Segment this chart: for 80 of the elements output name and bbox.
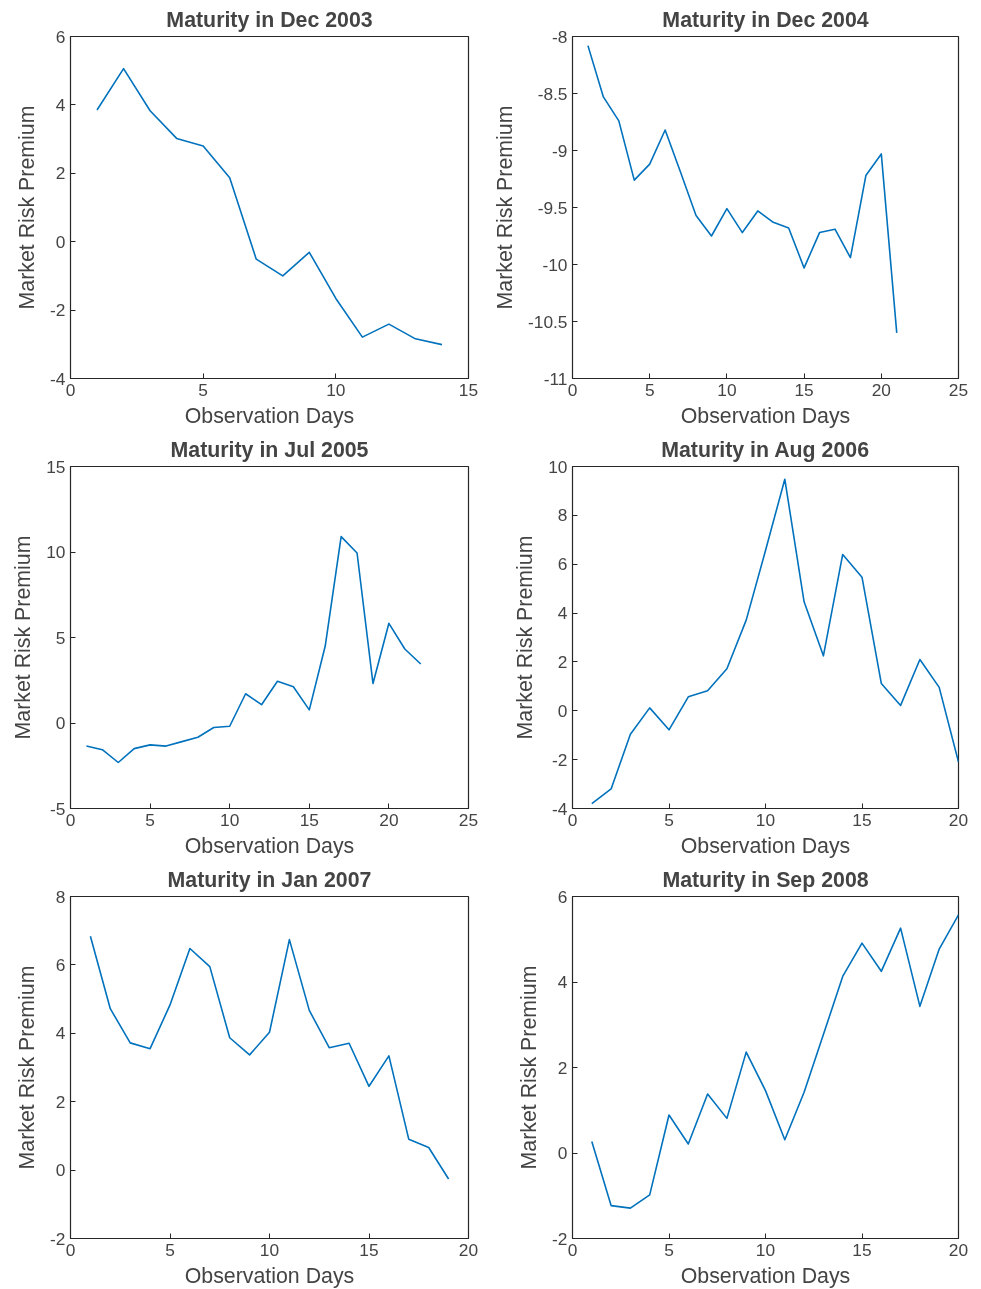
y-tick-label: -5 [50, 798, 66, 819]
y-tick-label: 0 [557, 700, 568, 721]
x-axis-title: Observation Days [184, 1263, 355, 1288]
y-tick-label: 4 [55, 1023, 66, 1044]
y-tick-label: 6 [55, 26, 66, 47]
x-axis-title: Observation Days [680, 1263, 851, 1288]
chart-title: Maturity in Aug 2006 [661, 437, 870, 462]
x-tick-label: 20 [458, 1239, 479, 1260]
y-tick-label: 0 [557, 1143, 568, 1163]
y-axis-title: Market Risk Premium [517, 965, 542, 1170]
y-tick-label: 0 [55, 231, 66, 252]
x-tick-label: 25 [948, 379, 969, 400]
y-axis-title: Market Risk Premium [15, 965, 40, 1170]
x-tick-label: 5 [165, 1239, 175, 1260]
x-tick-label: 5 [664, 1239, 674, 1260]
y-tick-label: -2 [552, 749, 568, 770]
y-tick-label: 0 [55, 713, 66, 733]
y-tick-label: 6 [55, 954, 66, 975]
chart-title: Maturity in Dec 2004 [662, 7, 869, 32]
y-tick-label: 8 [55, 886, 66, 907]
x-tick-label: 20 [948, 809, 969, 830]
y-axis-title: Market Risk Premium [15, 105, 40, 310]
x-tick-label: 15 [458, 379, 479, 400]
chart-title: Maturity in Jan 2007 [167, 867, 372, 892]
x-tick-label: 5 [664, 809, 674, 830]
chart-title: Maturity in Sep 2008 [662, 867, 869, 892]
chart-title: Maturity in Jul 2005 [170, 437, 369, 462]
y-tick-label: 6 [557, 886, 568, 907]
x-tick-label: 10 [755, 1239, 776, 1260]
y-tick-label: 15 [46, 456, 66, 477]
y-axis-title: Market Risk Premium [11, 535, 36, 740]
y-tick-label: -8 [552, 26, 568, 47]
y-tick-label: 6 [557, 554, 568, 575]
x-tick-label: 15 [359, 1239, 379, 1260]
x-tick-label: 15 [852, 1239, 872, 1260]
y-tick-label: 8 [557, 505, 568, 526]
x-tick-label: 15 [794, 379, 814, 400]
y-tick-label: 4 [557, 972, 568, 992]
x-tick-label: 25 [458, 809, 479, 830]
x-tick-label: 5 [198, 379, 208, 400]
y-tick-label: -8.5 [537, 83, 568, 104]
chart-title: Maturity in Dec 2003 [166, 7, 373, 32]
y-tick-label: -2 [552, 1228, 568, 1249]
y-tick-label: 2 [557, 1057, 568, 1078]
x-tick-label: 15 [852, 809, 872, 830]
y-tick-label: 2 [557, 651, 568, 672]
x-tick-label: 5 [644, 379, 655, 400]
y-tick-label: -9 [552, 140, 568, 161]
y-axis-title: Market Risk Premium [513, 535, 538, 740]
x-tick-label: 15 [299, 809, 319, 830]
y-tick-label: 2 [55, 1091, 66, 1112]
y-tick-label: -10.5 [528, 311, 568, 332]
y-tick-label: 10 [46, 542, 66, 562]
y-tick-label: -2 [50, 1228, 66, 1249]
y-tick-label: -9.5 [537, 197, 568, 218]
x-tick-label: 10 [326, 379, 346, 400]
x-tick-label: 5 [145, 809, 155, 830]
x-tick-label: 10 [717, 379, 737, 400]
x-tick-label: 20 [948, 1239, 969, 1260]
y-tick-label: -4 [50, 368, 66, 389]
y-tick-label: 10 [548, 456, 568, 477]
y-tick-label: 4 [55, 94, 66, 115]
x-tick-label: 10 [259, 1239, 280, 1260]
y-tick-label: 4 [557, 603, 568, 624]
y-tick-label: -2 [50, 300, 66, 321]
x-tick-label: 10 [220, 809, 240, 830]
x-tick-label: 20 [871, 379, 891, 400]
y-axis-title: Market Risk Premium [493, 105, 517, 310]
y-tick-label: 0 [55, 1160, 66, 1181]
x-axis-title: Observation Days [184, 833, 355, 858]
x-tick-label: 20 [379, 809, 399, 830]
y-tick-label: -11 [543, 368, 568, 389]
y-tick-label: 5 [55, 627, 66, 648]
y-tick-label: 2 [55, 163, 66, 184]
x-tick-label: 10 [755, 809, 776, 830]
x-axis-title: Observation Days [184, 403, 355, 428]
x-axis-title: Observation Days [680, 403, 851, 428]
y-tick-label: -4 [552, 798, 568, 819]
x-axis-title: Observation Days [680, 833, 851, 858]
y-tick-label: -10 [542, 254, 568, 275]
